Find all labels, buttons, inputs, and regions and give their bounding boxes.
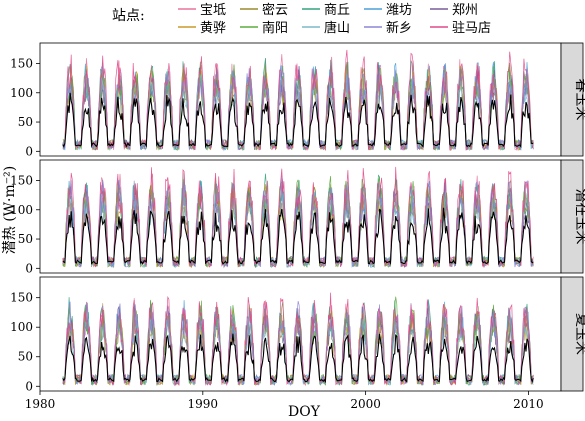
legend-label: 密云 xyxy=(262,2,288,18)
y-tick-label: 0 xyxy=(25,144,33,158)
y-tick-label: 150 xyxy=(10,56,33,70)
panel-2: 潜在玉米 0 50 100 150 xyxy=(10,159,585,275)
panels: 春玉米 0 50 100 150 潜在玉米 0 50 100 150 夏玉米 0 50 100 150 xyxy=(10,42,585,393)
legend-label: 郑州 xyxy=(452,3,478,18)
panel-strip-label: 潜在玉米 xyxy=(573,189,585,245)
y-tick-label: 100 xyxy=(10,320,33,334)
series-line-唐山 xyxy=(62,308,534,387)
y-tick-label: 50 xyxy=(18,115,33,129)
series-line-新乡 xyxy=(62,301,534,387)
legend-label: 宝坻 xyxy=(200,2,226,18)
panel-strip xyxy=(560,42,584,157)
mean-line xyxy=(62,207,534,266)
legend-label: 潍坊 xyxy=(386,3,412,18)
panel-1: 春玉米 0 50 100 150 xyxy=(10,42,585,158)
y-tick-label: 150 xyxy=(10,173,33,187)
series-group xyxy=(62,292,534,387)
y-tick-label: 50 xyxy=(18,350,33,364)
legend-label: 驻马店 xyxy=(452,21,491,36)
series-group xyxy=(62,166,534,269)
y-tick-label: 0 xyxy=(25,379,33,393)
series-line-新乡 xyxy=(62,64,534,151)
series-group xyxy=(62,49,534,152)
panel-strip-label: 春玉米 xyxy=(573,79,585,121)
panel-strip xyxy=(560,159,584,274)
x-tick-label: 1990 xyxy=(188,397,219,411)
x-axis-ticks: 1980 1990 2000 2010 xyxy=(25,391,544,411)
x-axis-label: DOY xyxy=(288,404,321,420)
y-axis-label: 潜热 (W·m⁻²) xyxy=(2,166,18,255)
x-tick-label: 2000 xyxy=(350,397,381,411)
y-tick-label: 100 xyxy=(10,86,33,100)
y-tick-label: 150 xyxy=(10,291,33,305)
panel-3: 夏玉米 0 50 100 150 xyxy=(10,276,585,393)
x-tick-label: 2010 xyxy=(513,397,544,411)
legend-title: 站点: xyxy=(112,8,145,24)
y-tick-label: 100 xyxy=(10,203,33,217)
x-tick-label: 1980 xyxy=(25,397,56,411)
legend-label: 新乡 xyxy=(386,20,412,36)
legend-label: 唐山 xyxy=(324,20,350,36)
panel-strip xyxy=(560,276,584,392)
y-tick-label: 50 xyxy=(18,232,33,246)
legend-label: 南阳 xyxy=(262,20,288,36)
mean-line xyxy=(62,92,534,149)
y-tick-label: 0 xyxy=(25,261,33,275)
mean-line xyxy=(62,333,534,384)
series-line-驻马店 xyxy=(62,292,534,387)
panel-strip-label: 夏玉米 xyxy=(573,313,585,355)
legend-label: 商丘 xyxy=(324,3,350,18)
legend-label: 黄骅 xyxy=(200,21,226,36)
